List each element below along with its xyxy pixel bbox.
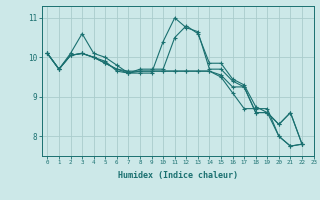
X-axis label: Humidex (Indice chaleur): Humidex (Indice chaleur) [118, 171, 237, 180]
